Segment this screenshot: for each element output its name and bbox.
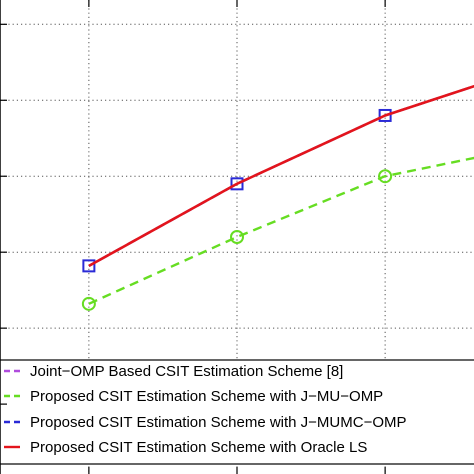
legend-label: Proposed CSIT Estimation Scheme with Ora… [30,439,367,456]
legend: Joint−OMP Based CSIT Estimation Scheme [… [0,359,474,465]
data-point-circle [230,230,244,244]
series-line [88,85,474,267]
data-point-circle [81,296,96,311]
series-line [88,156,474,305]
legend-label: Joint−OMP Based CSIT Estimation Scheme [… [30,363,343,380]
series-line [88,84,474,268]
legend-label: Proposed CSIT Estimation Scheme with J−M… [30,388,383,405]
legend-box [0,359,474,465]
data-point-square [230,177,244,191]
legend-label: Proposed CSIT Estimation Scheme with J−M… [30,414,407,431]
data-point-square [82,259,96,273]
data-point-circle [378,169,393,184]
data-point-square [378,108,392,122]
axes-frame [0,0,386,474]
